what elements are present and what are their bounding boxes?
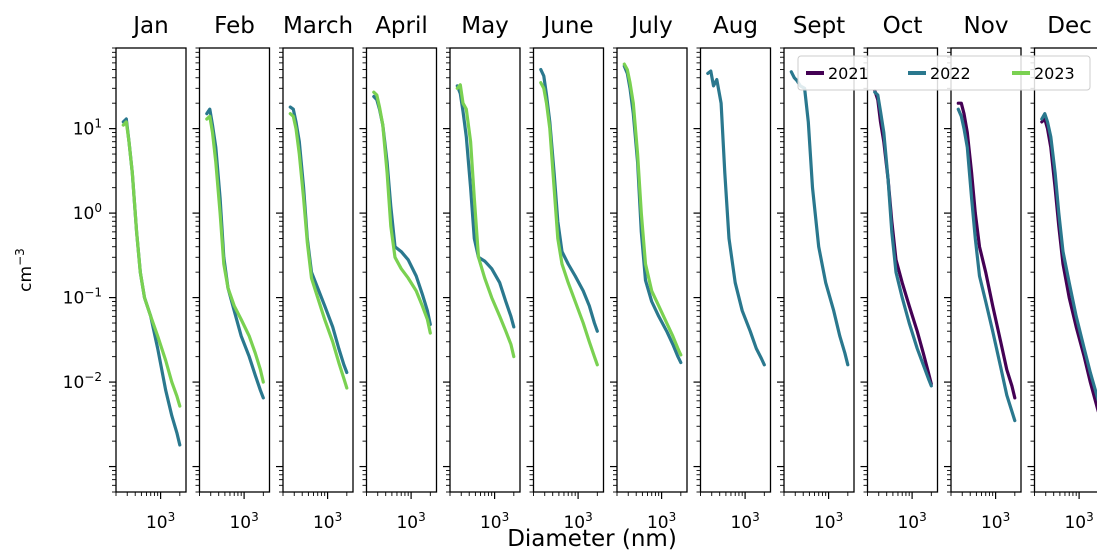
x-tick-label: 103 xyxy=(313,510,342,533)
legend: 2021 2022 2023 xyxy=(797,55,1091,91)
x-tick-label: 103 xyxy=(814,510,843,533)
x-tick-label: 103 xyxy=(563,510,592,533)
panel-title: March xyxy=(283,13,353,39)
panel-title: June xyxy=(541,13,593,39)
series-line-2023 xyxy=(539,81,599,367)
panel-feb: Feb 103 xyxy=(192,13,271,533)
series-line-2022 xyxy=(455,84,516,329)
x-axis-label: Diameter (nm) xyxy=(507,526,677,551)
panel-title: Dec xyxy=(1047,13,1092,39)
chart-panels: Jan 103 Feb 103 March 103 April 103 May 103 June 10… xyxy=(109,13,1097,533)
series-line-2023 xyxy=(205,114,265,384)
panel-title: Oct xyxy=(883,13,923,39)
x-tick-label: 103 xyxy=(647,510,676,533)
panel-sept: Sept 103 xyxy=(777,13,855,533)
y-axis-label-base: cm xyxy=(16,266,36,292)
y-axis-label: cm−3 xyxy=(13,248,36,292)
y-tick-label: 101 xyxy=(73,117,102,140)
series-line-2023 xyxy=(121,120,182,408)
x-tick-label: 103 xyxy=(981,510,1010,533)
panel-title: Nov xyxy=(964,13,1009,39)
legend-label-2021: 2021 xyxy=(828,64,869,83)
panel-title: July xyxy=(629,13,672,39)
panel-dec: Dec 103 xyxy=(1027,13,1097,533)
panel-frame xyxy=(950,47,1022,493)
panel-july: July 103 xyxy=(610,13,688,533)
panel-title: Sept xyxy=(793,13,845,39)
panel-frame xyxy=(699,47,772,493)
panel-aug: Aug 103 xyxy=(693,13,772,533)
series-line-2022 xyxy=(956,107,1017,423)
panel-frame xyxy=(365,47,438,493)
series-line-2022 xyxy=(789,70,850,367)
series-line-2021 xyxy=(1040,117,1097,413)
panel-oct: Oct 103 xyxy=(860,13,939,533)
x-tick-label: 103 xyxy=(396,510,425,533)
y-axis-labels: 10−2 10−1 100 101 xyxy=(63,117,102,393)
x-tick-label: 103 xyxy=(146,510,175,533)
x-tick-label: 103 xyxy=(1064,510,1093,533)
y-tick-label: 10−2 xyxy=(63,370,102,393)
panel-title: Aug xyxy=(713,13,758,39)
series-line-2022 xyxy=(539,67,599,333)
series-line-2022 xyxy=(873,90,933,388)
y-axis-label-exp: −3 xyxy=(13,248,27,266)
panel-june: June 103 xyxy=(526,13,605,533)
x-tick-label: 103 xyxy=(730,510,759,533)
x-tick-label: 103 xyxy=(897,510,926,533)
series-line-2023 xyxy=(372,90,432,335)
panel-frame xyxy=(449,47,521,493)
panel-title: Feb xyxy=(214,13,255,39)
panel-frame xyxy=(1033,47,1097,493)
panel-jan: Jan 103 xyxy=(109,13,187,533)
panel-nov: Nov 103 xyxy=(944,13,1022,533)
panel-frame xyxy=(198,47,271,493)
panel-title: Jan xyxy=(131,13,168,39)
y-tick-label: 10−1 xyxy=(63,286,102,309)
x-tick-label: 103 xyxy=(480,510,509,533)
panel-may: May 103 xyxy=(443,13,521,533)
panel-frame xyxy=(616,47,688,493)
y-tick-label: 100 xyxy=(73,201,102,224)
panel-title: May xyxy=(461,13,509,39)
series-line-2021 xyxy=(956,101,1017,400)
panel-frame xyxy=(282,47,354,493)
panel-frame xyxy=(866,47,939,493)
legend-label-2022: 2022 xyxy=(930,64,971,83)
panel-march: March 103 xyxy=(276,13,354,533)
panel-title: April xyxy=(375,13,428,39)
legend-label-2023: 2023 xyxy=(1034,64,1075,83)
panel-frame xyxy=(532,47,605,493)
series-line-2023 xyxy=(622,62,683,357)
legend-box xyxy=(797,55,1091,91)
panel-frame xyxy=(115,47,187,493)
series-line-2022 xyxy=(706,69,766,367)
x-tick-label: 103 xyxy=(229,510,258,533)
series-line-2022 xyxy=(1040,112,1097,402)
panel-april: April 103 xyxy=(359,13,438,533)
series-line-2023 xyxy=(455,83,516,359)
panel-frame xyxy=(783,47,855,493)
series-line-2023 xyxy=(288,112,349,390)
